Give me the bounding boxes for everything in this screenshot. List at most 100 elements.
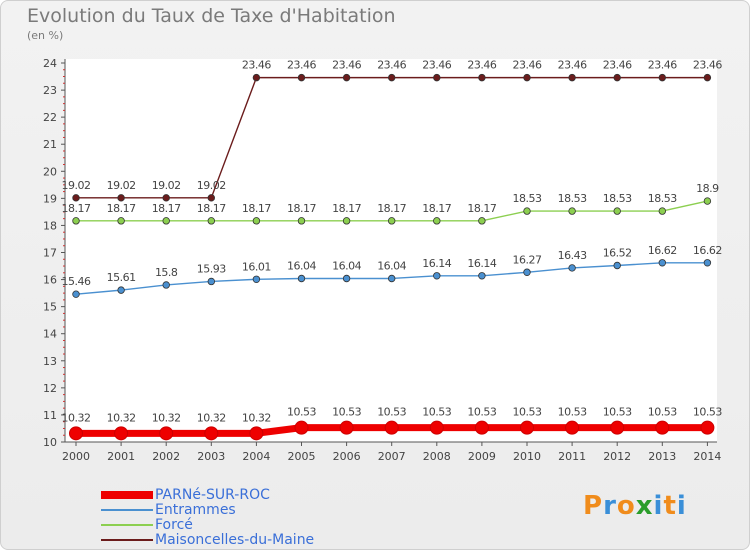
- data-label: 23.46: [242, 59, 271, 72]
- data-label: 23.46: [558, 59, 587, 72]
- data-label: 16.04: [332, 259, 361, 272]
- data-point: [433, 217, 441, 225]
- data-label: 23.46: [422, 59, 451, 72]
- data-point: [72, 290, 80, 298]
- data-label: 18.17: [422, 202, 451, 215]
- data-point: [478, 272, 486, 280]
- logo-letter: P: [583, 491, 604, 521]
- legend-swatch-entrammes: [101, 509, 153, 511]
- data-point: [474, 420, 489, 435]
- x-tick-label: 2003: [197, 450, 225, 463]
- data-label: 10.32: [242, 411, 271, 424]
- data-point: [117, 217, 125, 225]
- x-tick-label: 2004: [242, 450, 270, 463]
- legend-item-force: Forcé: [101, 517, 193, 533]
- data-point: [520, 420, 534, 435]
- data-point: [565, 420, 580, 435]
- data-point: [658, 73, 666, 82]
- data-label: 18.17: [377, 202, 406, 215]
- data-label: 18.53: [513, 192, 542, 205]
- y-tick-label: 24: [43, 57, 57, 70]
- data-label: 23.46: [332, 59, 361, 72]
- legend-swatch-maisoncelles: [101, 539, 153, 541]
- legend-label-maisoncelles: Maisoncelles-du-Maine: [155, 532, 315, 548]
- data-point: [568, 73, 576, 82]
- data-point: [703, 197, 712, 205]
- data-point: [568, 207, 576, 215]
- data-label: 10.53: [467, 406, 496, 419]
- data-label: 10.32: [62, 411, 91, 424]
- legend-label-force: Forcé: [155, 517, 193, 533]
- data-label: 19.02: [62, 179, 91, 192]
- y-tick-label: 11: [43, 409, 57, 422]
- data-label: 18.53: [603, 192, 632, 205]
- data-label: 19.02: [197, 179, 226, 192]
- y-tick-label: 21: [43, 138, 57, 151]
- data-point: [162, 281, 170, 289]
- y-tick-label: 14: [43, 328, 57, 341]
- data-label: 16.27: [513, 253, 542, 266]
- data-label: 18.9: [696, 182, 719, 195]
- data-label: 16.52: [603, 246, 632, 259]
- data-label: 18.17: [152, 202, 181, 215]
- data-point: [162, 217, 170, 225]
- data-point: [523, 73, 531, 82]
- data-point: [433, 272, 441, 280]
- data-label: 18.17: [107, 202, 136, 215]
- x-tick-label: 2000: [62, 450, 90, 463]
- legend-swatch-parne: [101, 491, 153, 499]
- data-label: 23.46: [603, 59, 632, 72]
- data-label: 10.53: [603, 406, 632, 419]
- legend-swatch-force: [101, 524, 153, 526]
- data-label: 18.17: [467, 202, 496, 215]
- data-point: [523, 268, 531, 276]
- data-label: 10.53: [513, 406, 542, 419]
- y-tick-label: 22: [43, 111, 57, 124]
- data-label: 16.14: [467, 257, 496, 270]
- data-point: [388, 274, 396, 283]
- data-label: 16.62: [648, 244, 677, 257]
- x-tick-label: 2013: [648, 450, 676, 463]
- data-label: 16.04: [377, 259, 406, 272]
- logo-letter: i: [676, 491, 687, 521]
- data-label: 10.53: [377, 406, 406, 419]
- data-label: 10.53: [422, 406, 451, 419]
- data-point: [114, 426, 129, 441]
- data-label: 23.46: [648, 59, 677, 72]
- data-point: [433, 73, 441, 82]
- data-point: [297, 73, 306, 82]
- data-point: [294, 420, 309, 435]
- data-label: 10.53: [332, 406, 361, 419]
- data-point: [207, 277, 215, 286]
- x-tick-label: 2002: [152, 450, 180, 463]
- data-point: [523, 207, 531, 215]
- data-label: 16.43: [558, 249, 587, 262]
- data-label: 19.02: [152, 179, 181, 192]
- data-point: [342, 274, 351, 283]
- y-tick-label: 15: [43, 301, 57, 314]
- data-point: [252, 73, 261, 82]
- data-label: 10.53: [558, 406, 587, 419]
- legend-label-parne: PARNé-SUR-ROC: [155, 487, 270, 503]
- data-label: 16.04: [287, 259, 316, 272]
- data-label: 23.46: [467, 59, 496, 72]
- y-tick-label: 16: [43, 274, 57, 287]
- data-label: 18.17: [242, 202, 271, 215]
- logo-letter: o: [616, 491, 636, 521]
- data-point: [297, 274, 306, 283]
- data-label: 10.32: [152, 411, 181, 424]
- data-point: [207, 217, 215, 225]
- chart-unit-label: (en %): [27, 29, 64, 42]
- x-tick-label: 2011: [558, 450, 586, 463]
- data-point: [339, 420, 354, 435]
- logo-letter: r: [603, 491, 617, 521]
- x-tick-label: 2014: [693, 450, 721, 463]
- data-point: [72, 194, 80, 202]
- data-label: 16.62: [693, 244, 722, 257]
- data-point: [703, 73, 712, 82]
- data-label: 15.93: [197, 262, 226, 275]
- data-point: [655, 420, 670, 435]
- data-label: 15.46: [62, 275, 91, 288]
- data-label: 15.61: [107, 271, 136, 284]
- data-label: 18.53: [558, 192, 587, 205]
